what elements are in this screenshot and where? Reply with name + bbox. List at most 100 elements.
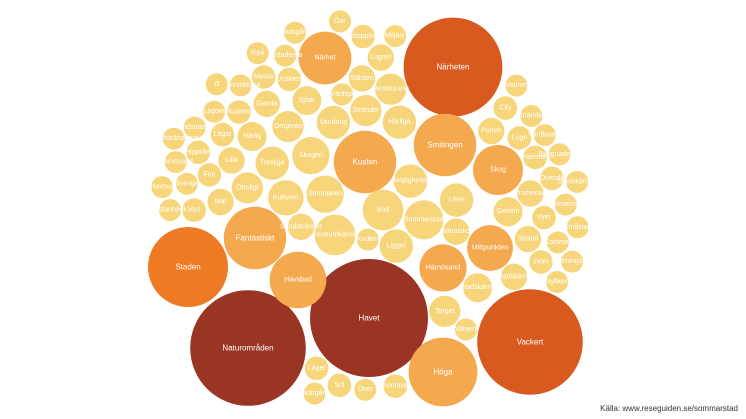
bubble-circle <box>367 44 394 71</box>
bubble-label: Havet <box>359 314 381 323</box>
bubble-circle <box>546 231 569 254</box>
bubble-label: Stadskärna <box>496 273 532 280</box>
bubble: Havsbad <box>269 251 327 309</box>
bubble: Otroligt <box>231 172 263 204</box>
bubble-label: Kulturen <box>273 194 299 201</box>
bubble: Skärgård <box>300 382 329 405</box>
bubble: Torget <box>429 295 461 327</box>
bubble: Trevliga <box>255 146 289 180</box>
bubble-label: Läget <box>308 365 326 372</box>
bubble-label: Nätverk <box>454 326 479 333</box>
bubble-label: Fint <box>204 171 216 178</box>
bubble-label: Vackert <box>517 338 544 347</box>
bubble: Vardkasen <box>528 124 561 147</box>
bubble-circle <box>205 73 228 96</box>
bubble-circle <box>164 151 187 174</box>
bubble: Småstad <box>564 216 592 239</box>
bubble: Inpå <box>246 42 269 65</box>
bubble: Inom <box>529 250 553 274</box>
bubble-label: Trevliga <box>260 160 285 167</box>
bubble-label: Sol <box>334 382 345 389</box>
bubble-circle <box>237 122 267 151</box>
bubble-label: Möjligheter <box>393 178 428 185</box>
bubble: Vänliga <box>330 83 354 106</box>
bubble-circle <box>561 250 584 273</box>
bubble-circle <box>272 111 304 143</box>
bubble: Ligger <box>379 229 413 263</box>
bubble-circle <box>251 65 276 89</box>
bubble: Närheten <box>403 17 503 117</box>
bubble-circle <box>493 96 518 120</box>
bubble: Sol <box>327 373 352 398</box>
bubble-circle <box>207 188 234 216</box>
bubble-circle <box>197 163 222 187</box>
bubble-label: Kommer <box>545 239 572 246</box>
bubble-circle <box>274 44 297 67</box>
bubble: City <box>493 96 518 120</box>
bubble-label: Nyfiken <box>545 279 568 286</box>
bubble-circle <box>151 176 174 199</box>
bubble: Promenad <box>514 180 547 207</box>
bubble: Sälsten <box>348 65 376 92</box>
bubble-label: Överallt <box>540 174 564 182</box>
bubble-label: Härlig <box>243 133 261 140</box>
bubble: Sandstränder <box>280 213 323 240</box>
bubble: Byggnaderna <box>539 143 580 166</box>
bubble-circle <box>356 228 379 251</box>
bubble-circle <box>379 229 413 263</box>
bubble-label: Mat <box>215 199 227 206</box>
bubble: Stränder <box>350 95 382 127</box>
bubble: Gamla <box>253 90 280 118</box>
bubble-circle <box>529 250 553 274</box>
bubble-label: Stränder <box>518 113 546 120</box>
bubble-circle <box>223 206 287 270</box>
bubble-circle <box>443 218 470 245</box>
bubble-label: Porten <box>481 128 502 135</box>
bubble-label: Mittpunkten <box>472 245 508 252</box>
bubble: Människorna <box>221 74 261 97</box>
bubble-label: Stränderna <box>268 52 303 59</box>
bubble-label: Lugnet <box>370 54 391 61</box>
bubble-label: Höga <box>433 368 453 377</box>
bubble: Vyer <box>532 205 556 230</box>
bubble-circle <box>350 95 382 127</box>
bubble-label: Småstad <box>564 223 592 231</box>
bubble-circle <box>253 90 280 118</box>
bubble-label: Inom <box>533 258 549 265</box>
bubble: Läget <box>304 356 329 381</box>
bubble-label: Sandstränderna <box>149 135 199 142</box>
bubble-label: Vattnet <box>506 82 528 89</box>
bubble-circle <box>255 146 289 180</box>
bubble: Vackert <box>477 289 583 395</box>
bubble-circle <box>203 100 226 123</box>
bubble-label: Shopping <box>348 33 378 40</box>
bubble-circle <box>148 227 228 307</box>
bubble: Hippoke <box>185 140 211 165</box>
bubble: Stadskärnan <box>557 170 597 193</box>
bubble-label: Vyer <box>537 214 552 221</box>
bubble-circle <box>327 373 352 398</box>
bubble-circle <box>316 105 351 140</box>
bubble-circle <box>546 271 569 293</box>
bubble-circle <box>393 164 428 198</box>
bubble-label: City <box>499 105 512 112</box>
bubble: Härlig <box>237 122 267 151</box>
bubble-label: Stränder <box>352 107 380 114</box>
bubble: Kusten <box>227 100 251 124</box>
bubble-label: Östanbäck <box>153 206 187 214</box>
bubble-circle <box>303 382 326 405</box>
bubble-label: Torget <box>435 308 455 315</box>
bubble-circle <box>362 189 404 231</box>
bubble-circle <box>477 289 583 395</box>
bubble-circle <box>566 170 589 193</box>
bubble-label: Centrumkänsla <box>311 232 358 239</box>
bubble: Skärgård <box>281 21 309 44</box>
bubble: Östanbäck <box>153 199 187 222</box>
bubble-circle <box>162 127 185 150</box>
bubble: Omgiven <box>272 111 304 143</box>
bubble: Fantastiskt <box>223 206 287 270</box>
bubble: Sommar <box>382 374 409 399</box>
bubble-circle <box>382 105 417 139</box>
bubble-label: Genom <box>497 208 520 215</box>
bubble: Stränder <box>518 105 546 127</box>
